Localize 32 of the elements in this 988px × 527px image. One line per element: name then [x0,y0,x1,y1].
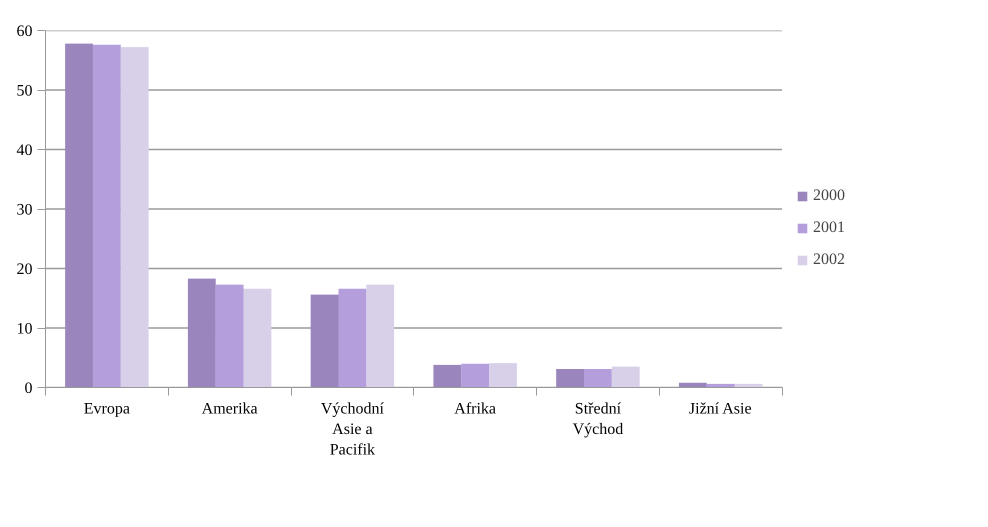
y-tick-label: 50 [16,82,32,100]
y-tick-label: 10 [16,320,32,338]
bar [65,44,93,388]
bar [244,288,272,388]
bar [92,44,121,388]
y-tick-label: 60 [16,23,32,40]
bar [489,363,517,388]
y-tick-label: 30 [16,202,32,218]
bar [310,294,338,388]
bar [120,47,149,388]
y-tick-label: 0 [24,380,32,397]
bar [366,284,394,388]
legend-label: 2002 [813,251,845,269]
bar [678,382,707,388]
x-tick-label: Střední Východ [572,400,624,438]
bar [612,366,640,388]
legend-label: 2000 [813,187,845,205]
bar [433,364,462,388]
x-tick-label: Jižní Asie [688,400,752,418]
y-tick-label: 40 [16,142,32,159]
bar [188,278,216,388]
bar [461,364,490,388]
legend-label: 2001 [813,219,845,237]
x-tick-label: Amerika [202,400,258,418]
bar [216,284,244,388]
bar [338,288,366,388]
x-tick-label: Evropa [84,400,130,418]
bar [584,369,612,388]
bar [556,369,584,388]
y-tick-label: 20 [16,261,32,278]
x-tick-label: Východní Asie a Pacifik [320,400,384,458]
x-tick-label: Afrika [454,400,496,418]
